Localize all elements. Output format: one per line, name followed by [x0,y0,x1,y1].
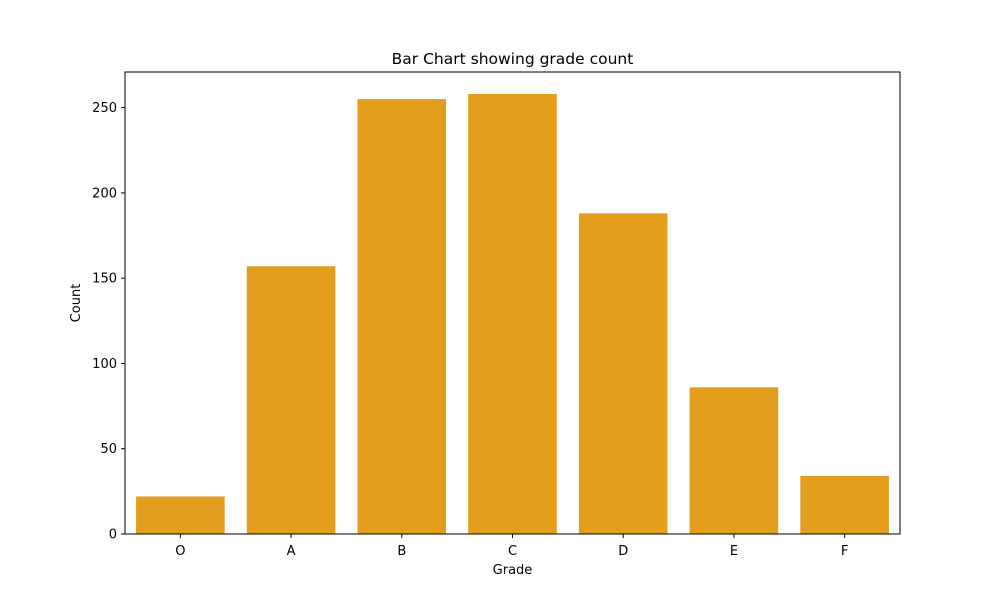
bar-O [136,496,225,534]
y-axis-ticks: 0 50 100 150 200 250 [92,101,125,543]
bars-group [136,94,889,535]
bar-B [357,99,447,535]
chart-title: Bar Chart showing grade count [392,50,634,68]
y-tick-label: 0 [109,528,117,543]
x-tick-label: D [618,544,628,559]
x-tick-label: F [841,544,848,559]
y-axis-label: Count [69,284,84,323]
y-tick-label: 100 [92,357,117,372]
x-tick-label: E [730,544,738,559]
y-tick-label: 50 [100,442,117,457]
y-tick-label: 250 [92,101,117,116]
x-tick-label: B [397,544,406,559]
x-tick-label: C [508,544,517,559]
bar-C [468,94,557,534]
bar-D [578,213,668,534]
y-tick-label: 200 [92,186,117,201]
x-axis-label: Grade [493,563,533,578]
bar-E [689,387,779,534]
y-tick-label: 150 [92,272,117,287]
x-tick-label: O [175,544,185,559]
bar-F [800,476,889,534]
bar-A [246,266,336,534]
x-tick-label: A [287,544,296,559]
